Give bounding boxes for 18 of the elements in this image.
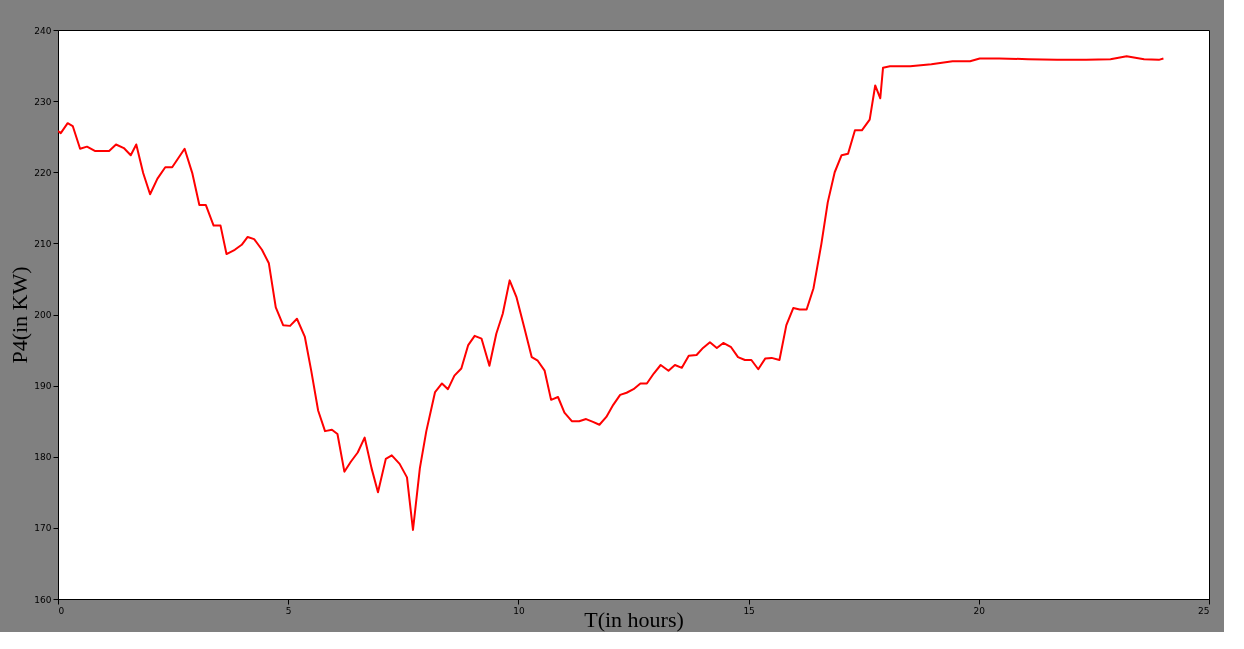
line-series	[58, 55, 1165, 532]
y-axis-title: P4(in KW)	[7, 266, 33, 364]
x-axis-title: T(in hours)	[584, 606, 684, 632]
x-tick-label: 15	[743, 605, 755, 616]
y-tick-label: 200	[34, 310, 52, 320]
y-tick-label: 240	[34, 25, 52, 36]
x-tick-label: 5	[285, 605, 292, 616]
y-tick-label: 210	[34, 238, 52, 249]
x-tick-label: 20	[973, 605, 986, 616]
y-tick-label: 170	[34, 523, 52, 534]
y-tick-label: 190	[34, 381, 52, 392]
y-tick-label: 180	[34, 452, 52, 463]
x-tick-label: 10	[513, 605, 525, 616]
y-tick-label: 220	[34, 167, 52, 178]
x-tick-label: 25	[1198, 605, 1210, 616]
x-tick-label: 0	[58, 605, 65, 616]
y-tick-label: 160	[34, 594, 52, 605]
y-tick-label: 230	[34, 96, 52, 107]
